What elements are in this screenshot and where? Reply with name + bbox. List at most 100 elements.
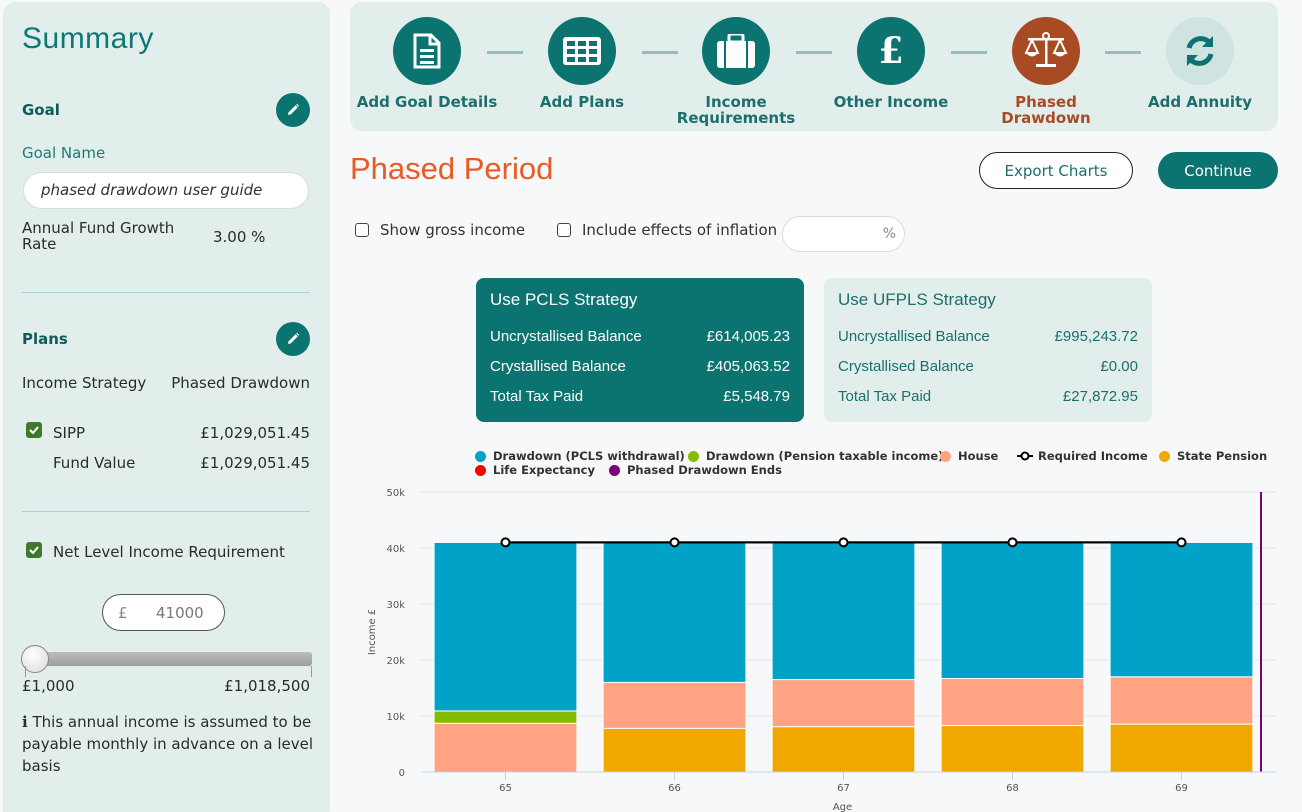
income-slider-track[interactable] [25, 652, 312, 666]
pencil-icon [288, 103, 300, 115]
growth-rate-label-line2: Rate [22, 235, 57, 253]
row-value: £5,548.79 [723, 388, 790, 405]
step-connector [642, 51, 678, 54]
x-tick-label: 66 [668, 783, 681, 794]
check-icon [29, 546, 39, 554]
step-phased-drawdown[interactable]: Phased Drawdown [971, 17, 1121, 126]
legend-label: Phased Drawdown Ends [627, 463, 782, 477]
pound-icon: £ [878, 30, 904, 72]
bar-segment-drawdown-pcls-withdrawal [1109, 541, 1254, 678]
continue-button[interactable]: Continue [1158, 152, 1278, 189]
goal-name-input[interactable]: phased drawdown user guide [23, 172, 309, 209]
legend-dot-icon [609, 464, 620, 476]
x-tick-label: 65 [499, 783, 512, 794]
plan-value: £1,029,051.45 [200, 424, 310, 442]
required-income-point [1176, 537, 1187, 548]
legend-item-phased-drawdown-ends[interactable]: Phased Drawdown Ends [609, 463, 782, 477]
bar-segment-state-pension [1109, 723, 1254, 773]
strategy-row: Uncrystallised Balance £995,243.72 [838, 322, 1138, 352]
step-income-requirements[interactable]: Income Requirements [661, 17, 811, 126]
chart-axes: 0 10k 20k 30k 40k 50k 65 66 67 68 69 Income £ Age [367, 488, 1276, 812]
fund-value-label: Fund Value [53, 454, 136, 472]
legend-dot-icon [475, 450, 486, 462]
edit-goal-button[interactable] [276, 93, 310, 127]
growth-rate-label: Annual Fund Growth Rate [22, 220, 174, 252]
step-add-plans[interactable]: Add Plans [507, 17, 657, 110]
y-axis-title: Income £ [367, 609, 378, 655]
income-info-note: i This annual income is assumed to be pa… [22, 711, 317, 777]
y-tick-label: 10k [386, 712, 405, 723]
bar-segment-state-pension [771, 726, 916, 773]
y-tick-label: 20k [386, 656, 405, 667]
step-add-goal-details[interactable]: Add Goal Details [352, 17, 502, 110]
progress-stepper: Add Goal Details Add Plans Income Requir… [350, 2, 1278, 131]
x-tick-label: 68 [1006, 783, 1019, 794]
legend-item-required-income[interactable]: Required Income [1017, 449, 1148, 463]
legend-label: Life Expectancy [493, 463, 595, 477]
legend-item-taxable[interactable]: Drawdown (Pension taxable income) [688, 449, 943, 463]
row-label: Uncrystallised Balance [490, 328, 642, 345]
income-amount-value: 41000 [156, 604, 204, 622]
strategy-title: Use PCLS Strategy [490, 290, 638, 309]
strategy-row: Total Tax Paid £27,872.95 [838, 382, 1138, 412]
table-icon [563, 37, 601, 65]
show-gross-income-toggle[interactable]: Show gross income [355, 221, 525, 239]
inflation-toggle[interactable]: Include effects of inflation [557, 221, 777, 239]
income-requirement-checkbox[interactable] [26, 542, 42, 558]
sidebar-divider [22, 292, 310, 293]
income-strategy-value: Phased Drawdown [171, 374, 310, 392]
ufpls-strategy-card[interactable]: Use UFPLS Strategy Uncrystallised Balanc… [824, 278, 1152, 422]
legend-item-house[interactable]: House [940, 449, 998, 463]
row-value: £614,005.23 [706, 328, 790, 345]
inflation-checkbox[interactable] [557, 223, 571, 237]
summary-sidebar: Summary Goal Goal Name phased drawdown u… [3, 2, 330, 812]
step-circle-pending [1166, 17, 1234, 85]
inflation-rate-input[interactable]: % [782, 216, 905, 252]
income-amount-input[interactable]: £ 41000 [102, 594, 225, 631]
income-strategy-label: Income Strategy [22, 374, 147, 392]
row-value: £27,872.95 [1062, 388, 1138, 405]
required-income-point [500, 537, 511, 548]
legend-label: State Pension [1177, 449, 1268, 463]
pcls-strategy-card[interactable]: Use PCLS Strategy Uncrystallised Balance… [476, 278, 804, 422]
export-charts-button[interactable]: Export Charts [979, 152, 1133, 189]
legend-label: Drawdown (Pension taxable income) [706, 449, 944, 463]
pencil-icon [288, 332, 300, 344]
legend-item-state-pension[interactable]: State Pension [1159, 449, 1267, 463]
page-title: Phased Period [350, 151, 554, 186]
x-tick-label: 67 [837, 783, 850, 794]
legend-line-marker-icon [1017, 451, 1033, 461]
currency-symbol: £ [118, 604, 128, 622]
info-note-text: This annual income is assumed to be paya… [22, 713, 314, 775]
x-axis-title: Age [833, 802, 852, 812]
legend-label: Drawdown (PCLS withdrawal) [493, 449, 685, 463]
income-requirement-label: Net Level Income Requirement [53, 543, 285, 561]
step-connector [487, 51, 523, 54]
step-circle: £ [857, 17, 925, 85]
row-value: £0.00 [1100, 358, 1138, 375]
step-connector [951, 51, 987, 54]
sidebar-title: Summary [22, 22, 154, 55]
bar-segment-house [1109, 676, 1254, 725]
step-connector [1105, 51, 1141, 54]
legend-dot-icon [688, 450, 699, 462]
row-label: Total Tax Paid [490, 388, 584, 405]
legend-item-pcls[interactable]: Drawdown (PCLS withdrawal) [475, 449, 685, 463]
show-gross-income-label: Show gross income [380, 221, 526, 239]
sipp-checkbox[interactable] [26, 422, 42, 438]
legend-label: Required Income [1038, 449, 1148, 463]
bar-segment-house [602, 681, 747, 729]
refresh-icon [1186, 36, 1214, 66]
edit-plans-button[interactable] [276, 322, 310, 356]
bar-segment-state-pension [602, 727, 747, 773]
bar-segment-drawdown-pension-taxable-income [433, 710, 578, 724]
legend-item-life-expectancy[interactable]: Life Expectancy [475, 463, 595, 477]
show-gross-income-checkbox[interactable] [355, 223, 369, 237]
y-tick-label: 30k [386, 600, 405, 611]
step-other-income[interactable]: £ Other Income [816, 17, 966, 110]
legend-label: House [958, 449, 999, 463]
growth-rate-value: 3.00 % [213, 228, 266, 246]
document-icon [413, 33, 441, 69]
strategy-row: Crystallised Balance £405,063.52 [490, 352, 790, 382]
step-add-annuity[interactable]: Add Annuity [1125, 17, 1275, 110]
